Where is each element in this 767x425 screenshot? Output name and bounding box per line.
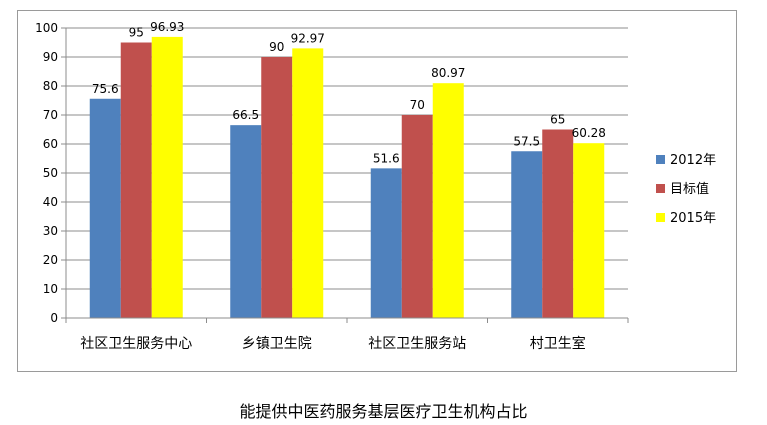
bars: [89, 36, 605, 319]
data-label: 66.5: [232, 108, 259, 122]
bar: [89, 98, 121, 318]
bar-chart: 0 10 20 30 40 50 60 70 80 90 100 75.6 95 96.93 66.5 90…: [35, 20, 716, 352]
legend-swatch: [656, 213, 665, 222]
bar: [542, 129, 574, 318]
data-label: 70: [410, 98, 425, 112]
bar: [511, 151, 543, 318]
bar: [261, 57, 293, 318]
category-label: 村卫生室: [530, 335, 586, 352]
chart-caption: 能提供中医药服务基层医疗卫生机构占比: [239, 402, 528, 421]
y-tick-label: 40: [43, 195, 58, 209]
y-tick-label: 70: [43, 108, 58, 122]
y-tick-label: 80: [43, 79, 58, 93]
bar: [432, 83, 464, 318]
data-label: 95: [129, 26, 144, 40]
data-label: 92.97: [291, 31, 325, 45]
data-label: 57.5: [513, 134, 540, 148]
bar: [292, 48, 324, 319]
legend-label: 2012年: [670, 153, 716, 168]
bar: [370, 168, 402, 318]
y-axis-ticks: 0 10 20 30 40 50 60 70 80 90 100: [35, 21, 66, 325]
data-label: 80.97: [431, 66, 465, 80]
bar: [151, 36, 183, 318]
y-tick-label: 20: [43, 253, 58, 267]
category-label: 社区卫生服务站: [368, 336, 466, 352]
y-tick-label: 30: [43, 224, 58, 238]
legend-label: 目标值: [670, 181, 709, 197]
legend-label: 2015年: [670, 211, 716, 226]
y-tick-label: 60: [43, 137, 58, 151]
data-label: 65: [550, 113, 565, 127]
y-tick-label: 0: [50, 311, 58, 325]
bar: [120, 42, 152, 318]
category-label: 社区卫生服务中心: [80, 336, 192, 352]
y-tick-label: 90: [43, 50, 58, 64]
legend-swatch: [656, 184, 665, 193]
y-tick-label: 50: [43, 166, 58, 180]
data-label: 96.93: [150, 20, 184, 34]
bar: [573, 143, 605, 318]
bar: [401, 115, 433, 318]
data-label: 60.28: [572, 126, 606, 140]
data-label: 51.6: [373, 151, 400, 165]
y-tick-label: 10: [43, 282, 58, 296]
data-labels: 75.6 95 96.93 66.5 90 92.97 51.6 70 80.97 57.5 65 6…: [92, 20, 606, 165]
x-axis-categories: 社区卫生服务中心 乡镇卫生院 社区卫生服务站 村卫生室: [80, 335, 586, 352]
data-label: 75.6: [92, 82, 119, 96]
bar: [230, 125, 262, 319]
data-label: 90: [269, 40, 284, 54]
axes: [65, 28, 629, 323]
category-label: 乡镇卫生院: [242, 336, 312, 352]
y-tick-label: 100: [35, 21, 58, 35]
legend-swatch: [656, 155, 665, 164]
